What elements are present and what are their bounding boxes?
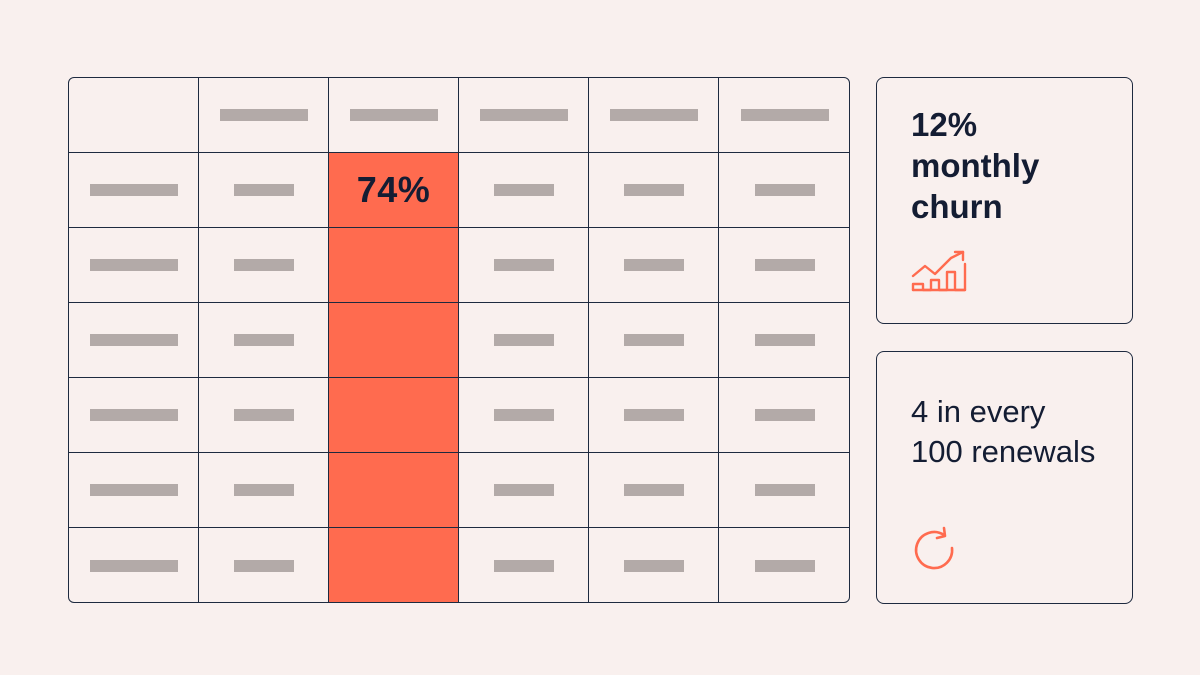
table-cell: [69, 378, 199, 453]
value-placeholder: [493, 560, 554, 572]
row-label-placeholder: [89, 409, 178, 421]
value-placeholder: [233, 560, 294, 572]
table-cell: [459, 453, 589, 528]
table-cell: [69, 453, 199, 528]
header-placeholder: [219, 109, 308, 121]
value-placeholder: [623, 259, 684, 271]
header-cell: [459, 78, 589, 153]
value-placeholder: [755, 560, 815, 572]
value-placeholder: [233, 409, 294, 421]
value-placeholder: [623, 409, 684, 421]
table-cell: [589, 153, 719, 228]
trend-chart-icon: [911, 250, 967, 299]
renewals-line2: 100 renewals: [911, 434, 1096, 469]
value-placeholder: [233, 334, 294, 346]
table-cell: [459, 303, 589, 378]
value-placeholder: [623, 484, 684, 496]
table-cell: [719, 528, 849, 602]
table-cell: [459, 528, 589, 602]
table-cell: [199, 303, 329, 378]
table-cell: [719, 453, 849, 528]
refresh-icon: [911, 526, 961, 581]
header-cell: [329, 78, 459, 153]
highlight-cell: [329, 378, 459, 453]
table-cell: [199, 453, 329, 528]
header-placeholder: [741, 109, 829, 121]
row-label-placeholder: [89, 334, 178, 346]
highlight-cell: [329, 303, 459, 378]
value-placeholder: [493, 184, 554, 196]
churn-label-line2: churn: [911, 188, 1003, 225]
value-placeholder: [493, 484, 554, 496]
value-placeholder: [233, 484, 294, 496]
value-placeholder: [233, 259, 294, 271]
table-cell: [69, 528, 199, 602]
churn-percent: 12%: [911, 106, 978, 143]
renewals-stat: 4 in every 100 renewals: [911, 392, 1095, 472]
table-cell: [589, 528, 719, 602]
header-placeholder: [349, 109, 438, 121]
row-label-placeholder: [89, 560, 178, 572]
value-placeholder: [755, 484, 815, 496]
renewals-card: 4 in every 100 renewals: [876, 351, 1133, 604]
table-cell: [459, 153, 589, 228]
value-placeholder: [493, 259, 554, 271]
value-placeholder: [623, 184, 684, 196]
row-label-placeholder: [89, 484, 178, 496]
highlight-percent: 74%: [356, 169, 431, 210]
value-placeholder: [493, 409, 554, 421]
table-cell: [199, 378, 329, 453]
churn-label-line1: monthly: [911, 147, 1040, 184]
table-cell: [589, 228, 719, 303]
header-cell: [589, 78, 719, 153]
header-cell: [719, 78, 849, 153]
table-cell: [69, 153, 199, 228]
table-cell: [199, 153, 329, 228]
highlight-cell: [329, 228, 459, 303]
churn-card: 12% monthly churn: [876, 77, 1133, 324]
data-table: 74%: [68, 77, 850, 603]
header-cell: [199, 78, 329, 153]
header-placeholder: [609, 109, 698, 121]
value-placeholder: [623, 560, 684, 572]
value-placeholder: [755, 334, 815, 346]
table-cell: [199, 228, 329, 303]
table-cell: [589, 303, 719, 378]
table-cell: [719, 378, 849, 453]
value-placeholder: [623, 334, 684, 346]
value-placeholder: [755, 259, 815, 271]
highlight-cell: 74%: [329, 153, 459, 228]
table-cell: [69, 228, 199, 303]
header-placeholder: [479, 109, 568, 121]
value-placeholder: [755, 409, 815, 421]
table-cell: [719, 228, 849, 303]
table-cell: [459, 228, 589, 303]
table-cell: [589, 378, 719, 453]
table-cell: [719, 153, 849, 228]
row-label-placeholder: [89, 259, 178, 271]
highlight-cell: [329, 528, 459, 602]
value-placeholder: [755, 184, 815, 196]
table-cell: [69, 303, 199, 378]
renewals-line1: 4 in every: [911, 394, 1046, 429]
highlight-cell: [329, 453, 459, 528]
row-label-placeholder: [89, 184, 178, 196]
value-placeholder: [233, 184, 294, 196]
value-placeholder: [493, 334, 554, 346]
corner-cell: [69, 78, 199, 153]
table-cell: [459, 378, 589, 453]
table-cell: [199, 528, 329, 602]
churn-stat: 12% monthly churn: [911, 104, 1039, 227]
table-cell: [589, 453, 719, 528]
table-cell: [719, 303, 849, 378]
